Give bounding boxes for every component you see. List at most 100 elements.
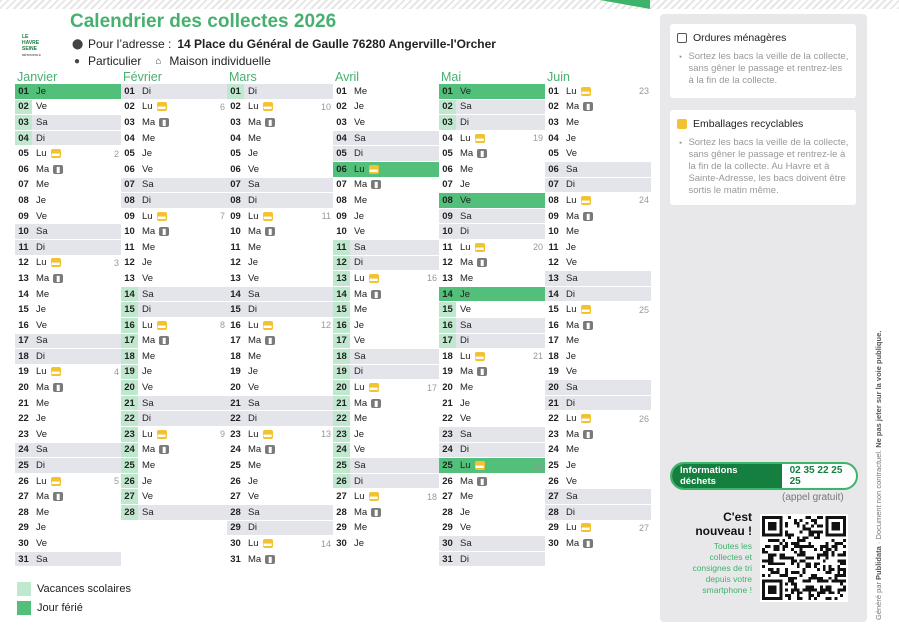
qr-module: [785, 568, 789, 572]
day-row: 25 Je: [545, 458, 651, 474]
day-name: Lu: [36, 366, 47, 378]
day-number: 08: [548, 194, 559, 206]
day-name: Di: [248, 522, 257, 534]
month-name: Janvier: [17, 70, 58, 84]
day-number: 17: [333, 333, 350, 349]
day-row: 25 Sa: [333, 458, 439, 474]
day-name: Ma: [354, 397, 368, 409]
day-number: 31: [18, 553, 29, 565]
qr-module: [817, 591, 820, 595]
qr-module: [788, 533, 791, 537]
logo-line: MÉTROPOLE: [22, 53, 42, 57]
qr-module: [811, 530, 815, 534]
qr-module: [808, 591, 812, 595]
qr-module: [819, 579, 823, 583]
day-number: 15: [439, 302, 456, 317]
qr-module: [814, 521, 818, 525]
day-row: 04 Me: [121, 130, 227, 147]
day-row: 13 Sa: [545, 271, 651, 287]
day-row: 11 Me: [227, 239, 333, 256]
day-name: Me: [566, 116, 580, 128]
week-number: 27: [638, 522, 649, 533]
day-name: Ve: [248, 272, 260, 284]
qr-module: [802, 527, 806, 531]
qr-module: [793, 588, 797, 592]
day-number: 14: [439, 286, 456, 302]
day-name: Je: [460, 288, 471, 300]
day-name: Je: [36, 413, 47, 425]
info-hotline[interactable]: Informations déchets 02 35 22 25 25: [670, 462, 858, 490]
day-name: Lu: [566, 85, 577, 97]
day-name: Ma: [566, 210, 580, 222]
qr-module: [811, 588, 815, 592]
day-row: 12 Je: [227, 255, 333, 272]
day-row: 01 Di: [227, 84, 333, 100]
day-row: 13 Me: [439, 271, 545, 287]
side-disclaimer: Généré par Publidata · Document non cont…: [874, 331, 883, 620]
week-number: 22: [532, 460, 543, 471]
metropole-logo: LE HAVRE SEINE MÉTROPOLE: [22, 34, 48, 58]
housing-type: Maison individuelle: [169, 54, 271, 68]
qr-module: [802, 571, 806, 574]
qr-module: [831, 544, 835, 548]
day-name: Ve: [36, 428, 48, 440]
day-name: Sa: [460, 210, 472, 222]
day-name: Sa: [566, 382, 578, 394]
day-name: Je: [36, 194, 47, 206]
day-number: 24: [548, 444, 559, 456]
qr-code[interactable]: [760, 514, 848, 602]
qr-module: [822, 591, 826, 595]
qr-module: [843, 550, 846, 554]
qr-module: [811, 518, 815, 522]
day-name: Ma: [142, 226, 156, 238]
week-number: 8: [219, 320, 225, 331]
qr-module: [837, 559, 841, 563]
qr-module: [796, 553, 800, 557]
day-number: 28: [18, 506, 29, 518]
grey-bin-icon: [677, 33, 687, 43]
qr-module: [843, 579, 846, 583]
qr-module: [796, 524, 800, 528]
day-number: 20: [18, 382, 29, 394]
day-name: Sa: [36, 116, 48, 128]
day-number: 13: [124, 272, 135, 284]
day-name: Di: [36, 350, 45, 362]
day-name: Ve: [248, 382, 260, 394]
corner-accent: [600, 0, 650, 9]
qr-module: [767, 585, 777, 595]
day-row: 20 Sa: [545, 380, 651, 396]
day-number: 03: [15, 115, 32, 130]
qr-module: [776, 562, 780, 566]
day-row: 01 Di: [121, 84, 227, 100]
day-row: 07 Sa: [121, 177, 227, 194]
day-name: Di: [142, 194, 151, 206]
day-row: 18 Di: [15, 349, 121, 365]
day-number: 31: [442, 553, 453, 565]
qr-module: [762, 579, 783, 583]
day-number: 14: [121, 286, 138, 302]
day-name: Ma: [36, 272, 50, 284]
yellow-bin-icon: ▬: [580, 86, 591, 96]
qr-module: [805, 536, 809, 540]
day-row: 15 Je: [15, 302, 121, 318]
day-number: 01: [439, 84, 456, 99]
day-name: Ve: [36, 538, 48, 550]
day-number: 19: [442, 366, 453, 378]
qr-module: [814, 536, 818, 540]
qr-module: [779, 562, 783, 566]
day-name: Me: [354, 304, 368, 316]
day-number: 26: [333, 473, 350, 489]
day-number: 05: [548, 148, 559, 160]
day-row: 25 Me: [227, 458, 333, 474]
qr-module: [814, 547, 818, 551]
day-number: 16: [230, 319, 241, 331]
info-phone[interactable]: 02 35 22 25 25: [789, 465, 843, 487]
day-number: 13: [442, 272, 453, 284]
day-name: Ma: [354, 288, 368, 300]
qr-module: [817, 530, 820, 534]
qr-module: [834, 579, 838, 583]
qr-module: [802, 568, 806, 572]
qr-module: [814, 518, 818, 522]
day-number: 28: [121, 505, 138, 520]
day-number: 07: [18, 179, 29, 191]
